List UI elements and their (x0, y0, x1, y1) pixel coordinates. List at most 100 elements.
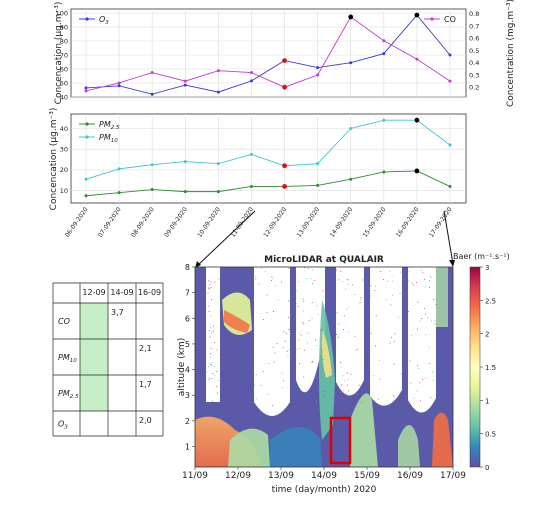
noise-dot (217, 392, 219, 394)
table-row-label: PM2.5 (58, 389, 79, 400)
point-pm10 (84, 177, 88, 181)
noise-dot (273, 361, 275, 363)
noise-dot (300, 334, 302, 336)
noise-dot (212, 331, 214, 333)
point-o3 (150, 92, 154, 96)
noise-dot (282, 347, 284, 349)
noise-dot (314, 279, 316, 281)
noise-dot (282, 380, 284, 382)
noise-dot (264, 271, 266, 273)
lidar-yticks: 1 2 3 4 5 6 7 8 (185, 263, 195, 451)
noise-dot (288, 299, 290, 301)
noise-dot (209, 363, 211, 365)
noise-dot (370, 295, 371, 297)
noise-dot (208, 280, 210, 282)
noise-dot (336, 269, 338, 271)
noise-dot (350, 373, 352, 375)
noise-dot (216, 386, 218, 388)
point-pm10 (349, 126, 353, 130)
noise-dot (271, 279, 272, 281)
noise-dot (211, 378, 213, 380)
noise-dot (302, 298, 304, 300)
noise-dot (208, 365, 210, 367)
noise-dot (422, 378, 424, 380)
lidar-xtick-label: 11/09 (182, 471, 208, 481)
noise-dot (315, 339, 316, 341)
noise-dot (341, 366, 343, 368)
noise-dot (347, 373, 349, 375)
connector-arrow-left-head (195, 261, 201, 268)
noise-dot (429, 280, 431, 282)
colorbar-tick-label: 3 (485, 264, 489, 272)
noise-dot (408, 271, 410, 273)
noise-dot (417, 301, 419, 303)
noise-dot (216, 349, 218, 351)
series-line-co (85, 16, 451, 92)
noise-dot (428, 363, 430, 365)
noise-dot (302, 321, 304, 323)
noise-dot (338, 279, 340, 281)
layer-15-16 (398, 425, 420, 467)
xtick-label: 11-09-2020 (229, 206, 255, 239)
colorbar-label: Baer (m⁻¹.s⁻¹) (453, 252, 510, 261)
point-pm25 (448, 184, 452, 188)
point-pm25 (117, 191, 121, 195)
lidar-xtick-label: 12/09 (225, 471, 251, 481)
noise-dot (210, 281, 212, 283)
point-co (415, 57, 419, 61)
panel-pm-series (84, 117, 452, 198)
noise-dot (317, 314, 319, 316)
noise-dot (208, 378, 210, 380)
noise-dot (370, 332, 372, 334)
noise-dot (423, 307, 425, 309)
noise-dot (418, 367, 420, 369)
noise-dot (347, 379, 349, 381)
layer-low-12 (228, 428, 270, 467)
xtick-label: 09-09-2020 (163, 206, 189, 239)
noise-dot (380, 271, 382, 272)
noise-dot (394, 333, 396, 335)
noise-dot (266, 311, 268, 313)
noise-dot (340, 362, 341, 364)
noise-dot (219, 354, 221, 356)
noise-dot (338, 323, 340, 325)
xtick-label: 14-09-2020 (329, 206, 355, 239)
layer-17 (432, 412, 453, 467)
point-o3 (316, 66, 320, 70)
noise-dot (275, 285, 276, 287)
noise-dot (214, 281, 216, 283)
noise-dot (348, 331, 349, 333)
noise-dot (412, 284, 414, 286)
ytick-label: 100 (56, 9, 68, 17)
noise-dot (377, 398, 379, 400)
panel-o3-co-frame (70, 8, 467, 98)
noise-dot (431, 320, 432, 322)
noise-dot (417, 365, 419, 367)
noise-dot (392, 295, 394, 297)
legend-pm10-marker (85, 135, 89, 139)
noise-dot (306, 342, 308, 344)
noise-dot (393, 395, 395, 397)
lidar-title: MicroLIDAR at QUALAIR (264, 255, 384, 265)
noise-dot (260, 385, 262, 387)
point-pm10 (150, 163, 154, 167)
noise-dot (321, 349, 323, 351)
noise-dot (417, 328, 418, 330)
point-pm25 (150, 188, 154, 192)
lidar-ytick-label: 6 (185, 314, 190, 323)
noise-dot (210, 287, 212, 289)
noise-dot (213, 365, 215, 367)
point-pm10 (414, 117, 420, 123)
noise-dot (349, 393, 351, 395)
noise-dot (288, 316, 289, 318)
colorbar-tick-label: 1 (485, 397, 489, 405)
point-o3 (84, 86, 88, 90)
noise-dot (410, 382, 412, 384)
panel-pm-xticks: 06-09-2020 07-09-2020 08-09-2020 09-09-2020… (64, 206, 454, 239)
noise-dot (426, 317, 428, 318)
point-pm10 (249, 152, 253, 156)
legend-pm25-label: PM2.5 (99, 120, 120, 131)
lidar-ytick-label: 4 (185, 366, 190, 375)
noise-dot (210, 353, 212, 355)
legend-co-marker (430, 17, 434, 21)
